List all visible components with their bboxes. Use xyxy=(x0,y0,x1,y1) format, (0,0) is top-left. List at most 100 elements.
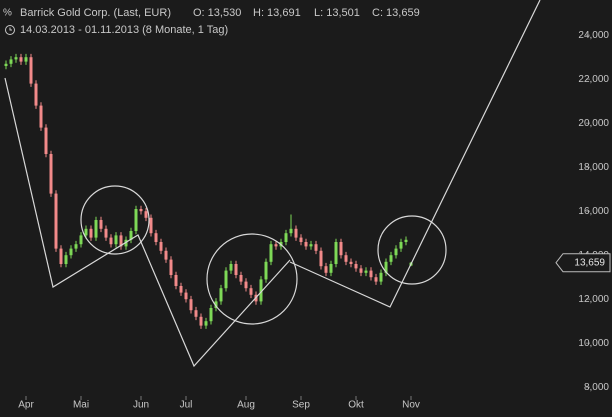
last-price-box xyxy=(555,253,611,273)
candle-body xyxy=(79,235,83,245)
candle-body xyxy=(339,242,343,256)
candle-body xyxy=(149,217,153,234)
candle-body xyxy=(154,233,158,242)
x-tick-label: Sep xyxy=(292,400,310,411)
y-tick-label: 20,000 xyxy=(578,118,609,129)
candle-body xyxy=(84,228,88,236)
candle-body xyxy=(69,248,73,256)
candle-body xyxy=(89,228,93,238)
clock-icon xyxy=(5,25,15,35)
candle-body xyxy=(229,264,233,271)
candle-body xyxy=(129,231,133,240)
candle-body xyxy=(209,308,213,322)
plot: 8,00010,00012,00014,00016,00018,00020,00… xyxy=(4,30,611,411)
candle-body xyxy=(39,105,43,128)
y-tick-label: 8,000 xyxy=(584,382,609,393)
candle-body xyxy=(4,63,8,66)
candle-body xyxy=(184,292,188,300)
candle-body xyxy=(44,127,48,154)
candle-body xyxy=(374,277,378,282)
candle-body xyxy=(359,268,363,273)
candle-body xyxy=(169,259,173,275)
candle-body xyxy=(399,242,403,249)
candle-body xyxy=(14,57,18,60)
candle-body xyxy=(389,255,393,262)
trend-line xyxy=(289,0,541,308)
header-icons: % xyxy=(3,8,15,35)
ohlc-low: L: 13,501 xyxy=(314,7,360,19)
candle-body xyxy=(124,239,128,247)
clock-hands xyxy=(9,27,12,31)
candle-body xyxy=(104,228,108,238)
last-price-label: 13,659 xyxy=(574,257,605,268)
candle-body xyxy=(379,272,383,282)
candle-body xyxy=(384,261,388,273)
ohlc-close: C: 13,659 xyxy=(372,7,420,19)
y-tick-label: 22,000 xyxy=(578,74,609,85)
candle-body xyxy=(234,264,238,275)
candle-body xyxy=(354,264,358,269)
candle-body xyxy=(164,250,168,260)
candle-body xyxy=(74,244,78,249)
x-tick-label: Aug xyxy=(237,400,255,411)
candle-body xyxy=(264,261,268,280)
x-tick-label: Jul xyxy=(180,400,193,411)
candle-body xyxy=(269,244,273,262)
candle-body xyxy=(174,275,178,286)
candle-body xyxy=(349,261,353,264)
candle-body xyxy=(134,209,138,231)
candle-body xyxy=(274,244,278,247)
x-tick-label: Apr xyxy=(18,400,34,411)
candle-body xyxy=(249,288,253,295)
candle-body xyxy=(239,275,243,282)
candle-body xyxy=(294,228,298,238)
candle-body xyxy=(289,228,293,234)
candle-body xyxy=(9,59,13,64)
candle-body xyxy=(24,57,28,62)
x-tick-label: Okt xyxy=(348,400,364,411)
candle-body xyxy=(159,242,163,251)
x-tick-label: Mai xyxy=(73,400,89,411)
candle-body xyxy=(199,316,203,326)
candle-body xyxy=(194,310,198,317)
candle-body xyxy=(144,211,148,218)
candle-body xyxy=(204,321,208,326)
candle-body xyxy=(309,244,313,247)
trend-line xyxy=(4,77,291,368)
candle-body xyxy=(304,242,308,247)
candle-body xyxy=(369,270,373,278)
y-tick-label: 12,000 xyxy=(578,294,609,305)
y-tick-label: 24,000 xyxy=(578,30,609,41)
ohlc-high: H: 13,691 xyxy=(253,7,301,19)
candle-body xyxy=(394,248,398,256)
candle-body xyxy=(189,299,193,311)
candle-body xyxy=(284,233,288,242)
candle-body xyxy=(114,235,118,245)
y-tick-label: 18,000 xyxy=(578,162,609,173)
candle-body xyxy=(224,270,228,289)
y-tick-label: 16,000 xyxy=(578,206,609,217)
candle-body xyxy=(34,83,38,106)
candle-body xyxy=(94,220,98,238)
candle-body xyxy=(179,286,183,293)
candle-body xyxy=(119,235,123,247)
candle-body xyxy=(64,255,68,264)
x-tick-label: Nov xyxy=(402,400,420,411)
candle-body xyxy=(364,270,368,273)
candle-body xyxy=(19,57,23,62)
candle-body xyxy=(54,193,58,249)
candle-body xyxy=(344,255,348,262)
candle-body xyxy=(319,250,323,267)
candle-body xyxy=(29,57,33,84)
candle-body xyxy=(244,281,248,289)
candle-body xyxy=(334,242,338,264)
candle-body xyxy=(259,279,263,302)
percent-icon: % xyxy=(3,8,12,19)
chart-title: Barrick Gold Corp. (Last, EUR) xyxy=(20,7,171,19)
candle-body xyxy=(299,237,303,242)
candle-body xyxy=(314,244,318,251)
candle-body xyxy=(219,288,223,302)
candle-body xyxy=(404,239,408,242)
candle-body xyxy=(49,154,53,194)
